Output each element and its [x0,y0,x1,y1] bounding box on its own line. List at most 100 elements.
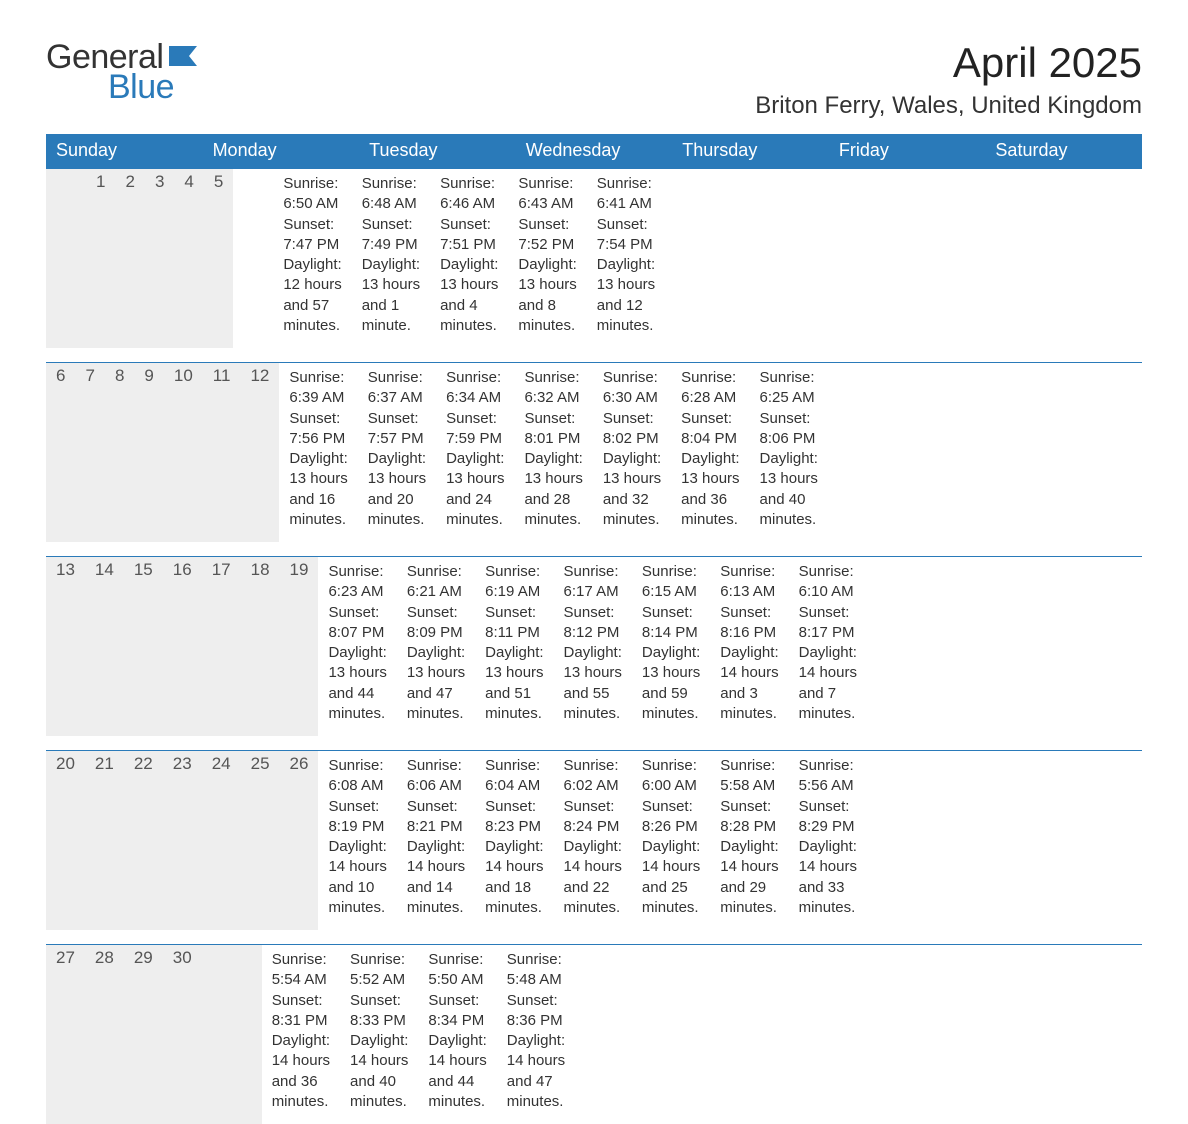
sunset-text: Sunset: 8:28 PM [720,797,778,838]
day-number [222,945,242,1124]
sunset-text: Sunset: 8:26 PM [642,797,700,838]
sunset-text: Sunset: 8:24 PM [564,797,622,838]
daylight-text: Daylight: 14 hours and 22 minutes. [564,837,622,918]
day-number: 15 [124,557,163,736]
daylight-text: Daylight: 13 hours and 47 minutes. [407,643,465,724]
logo: General Blue [46,40,201,104]
day-cell: Sunrise: 6:10 AMSunset: 8:17 PMDaylight:… [789,557,867,736]
sunrise-text: Sunrise: 6:43 AM [518,174,576,215]
sunrise-text: Sunrise: 6:32 AM [524,368,582,409]
sunrise-text: Sunrise: 6:41 AM [597,174,655,215]
sunset-text: Sunset: 8:14 PM [642,603,700,644]
daylight-text: Daylight: 13 hours and 12 minutes. [597,255,655,336]
day-cell: Sunrise: 6:06 AMSunset: 8:21 PMDaylight:… [397,751,475,930]
day-cell: Sunrise: 6:21 AMSunset: 8:09 PMDaylight:… [397,557,475,736]
daynum-strip: 12345 [46,169,233,348]
day-number: 3 [145,169,174,348]
day-number: 27 [46,945,85,1124]
sunset-text: Sunset: 8:34 PM [428,991,486,1032]
sunrise-text: Sunrise: 6:00 AM [642,756,700,797]
weeks-container: 12345 Sunrise: 6:50 AMSunset: 7:47 PMDayl… [46,169,1142,1124]
sunset-text: Sunset: 8:33 PM [350,991,408,1032]
weekday-header-cell: Tuesday [359,134,516,169]
day-number: 22 [124,751,163,930]
day-number: 24 [202,751,241,930]
weekday-header-cell: Friday [829,134,986,169]
day-cell: Sunrise: 5:56 AMSunset: 8:29 PMDaylight:… [789,751,867,930]
sunset-text: Sunset: 8:09 PM [407,603,465,644]
sunset-text: Sunset: 8:31 PM [272,991,330,1032]
sunrise-text: Sunrise: 6:46 AM [440,174,498,215]
sunrise-text: Sunrise: 6:10 AM [799,562,857,603]
day-number: 14 [85,557,124,736]
daylight-text: Daylight: 14 hours and 40 minutes. [350,1031,408,1112]
sunrise-text: Sunrise: 6:19 AM [485,562,543,603]
day-number: 12 [240,363,279,542]
day-cell: Sunrise: 6:30 AMSunset: 8:02 PMDaylight:… [593,363,671,542]
sunrise-text: Sunrise: 6:34 AM [446,368,504,409]
sunset-text: Sunset: 8:02 PM [603,409,661,450]
sunrise-text: Sunrise: 6:02 AM [564,756,622,797]
day-number [242,945,262,1124]
day-cell: Sunrise: 6:28 AMSunset: 8:04 PMDaylight:… [671,363,749,542]
day-number: 26 [280,751,319,930]
sunrise-text: Sunrise: 6:17 AM [564,562,622,603]
calendar: Sunday Monday Tuesday Wednesday Thursday… [46,134,1142,1124]
daylight-text: Daylight: 12 hours and 57 minutes. [283,255,341,336]
day-cell [253,169,273,348]
sunrise-text: Sunrise: 6:08 AM [328,756,386,797]
sunset-text: Sunset: 8:12 PM [564,603,622,644]
sunrise-text: Sunrise: 5:48 AM [507,950,565,991]
day-number: 29 [124,945,163,1124]
sunrise-text: Sunrise: 6:30 AM [603,368,661,409]
week-content-row: Sunrise: 6:08 AMSunset: 8:19 PM Daylight:… [318,751,867,930]
day-number: 8 [105,363,134,542]
sunset-text: Sunset: 8:16 PM [720,603,778,644]
day-number [202,945,222,1124]
daynum-strip: 6789101112 [46,363,279,542]
sunrise-text: Sunrise: 6:21 AM [407,562,465,603]
daylight-text: Daylight: 13 hours and 4 minutes. [440,255,498,336]
title-block: April 2025 Briton Ferry, Wales, United K… [755,40,1142,120]
sunrise-text: Sunrise: 6:23 AM [328,562,386,603]
day-number: 25 [241,751,280,930]
daylight-text: Daylight: 13 hours and 55 minutes. [564,643,622,724]
daylight-text: Daylight: 14 hours and 25 minutes. [642,837,700,918]
day-cell: Sunrise: 6:32 AMSunset: 8:01 PMDaylight:… [514,363,592,542]
day-number: 2 [115,169,144,348]
day-cell: Sunrise: 6:39 AMSunset: 7:56 PMDaylight:… [279,363,357,542]
day-cell [575,945,595,1124]
daylight-text: Daylight: 13 hours and 20 minutes. [368,449,426,530]
location-subtitle: Briton Ferry, Wales, United Kingdom [755,92,1142,120]
daynum-strip: 13141516171819 [46,557,318,736]
sunset-text: Sunset: 8:19 PM [328,797,386,838]
day-number: 30 [163,945,202,1124]
sunset-text: Sunset: 8:17 PM [799,603,857,644]
sunset-text: Sunset: 8:11 PM [485,603,543,644]
day-number: 6 [46,363,75,542]
daylight-text: Daylight: 14 hours and 7 minutes. [799,643,857,724]
day-cell: Sunrise: 6:02 AMSunset: 8:24 PMDaylight:… [554,751,632,930]
sunset-text: Sunset: 8:21 PM [407,797,465,838]
day-cell: Sunrise: 6:13 AMSunset: 8:16 PMDaylight:… [710,557,788,736]
sunrise-text: Sunrise: 5:56 AM [799,756,857,797]
sunrise-text: Sunrise: 6:04 AM [485,756,543,797]
day-cell: Sunrise: 6:50 AMSunset: 7:47 PMDaylight:… [273,169,351,348]
daylight-text: Daylight: 13 hours and 28 minutes. [524,449,582,530]
day-number: 7 [75,363,104,542]
daylight-text: Daylight: 13 hours and 36 minutes. [681,449,739,530]
sunrise-text: Sunrise: 5:54 AM [272,950,330,991]
day-cell: Sunrise: 6:23 AMSunset: 8:07 PMDaylight:… [318,557,396,736]
day-cell: Sunrise: 6:08 AMSunset: 8:19 PMDaylight:… [318,751,396,930]
sunset-text: Sunset: 8:01 PM [524,409,582,450]
daylight-text: Daylight: 14 hours and 18 minutes. [485,837,543,918]
sunrise-text: Sunrise: 6:25 AM [760,368,818,409]
day-cell: Sunrise: 6:41 AMSunset: 7:54 PMDaylight:… [587,169,665,348]
week-content-row: Sunrise: 6:23 AMSunset: 8:07 PMDaylight:… [318,557,867,736]
sunset-text: Sunset: 8:06 PM [760,409,818,450]
day-number: 10 [164,363,203,542]
sunrise-text: Sunrise: 6:28 AM [681,368,739,409]
calendar-week: 13141516171819Sunrise: 6:23 AMSunset: 8:… [46,556,1142,736]
daynum-strip: 27282930 [46,945,262,1124]
sunrise-text: Sunrise: 6:50 AM [283,174,341,215]
